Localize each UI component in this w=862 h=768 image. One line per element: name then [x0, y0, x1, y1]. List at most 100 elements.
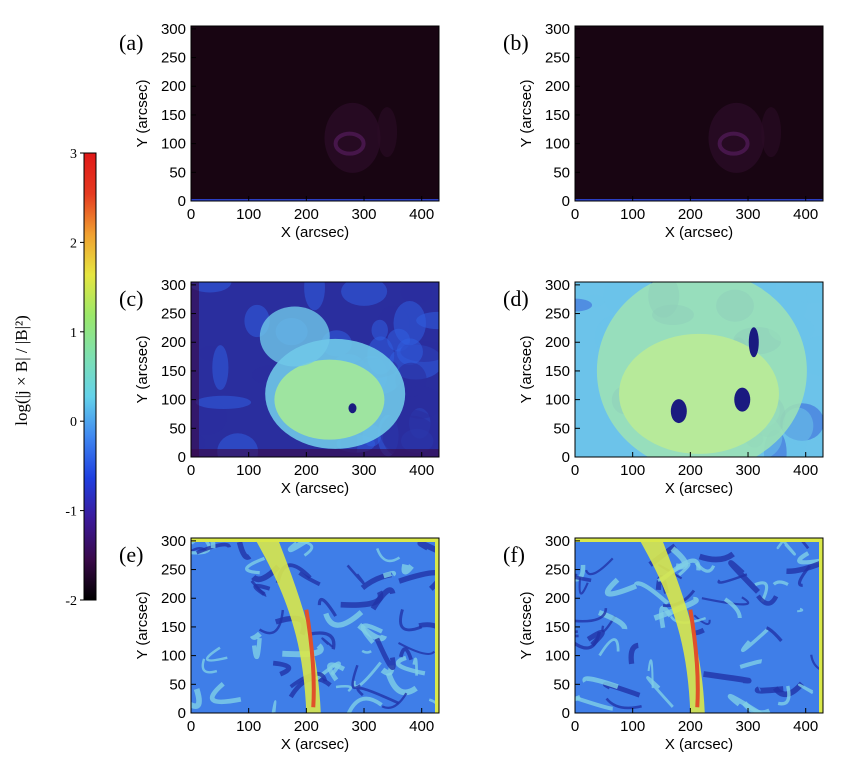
heatmap-image [191, 538, 439, 713]
plot-frame [190, 25, 440, 202]
plot-frame [574, 281, 824, 458]
x-tick-label: 400 [409, 206, 434, 223]
x-tick-label: 200 [294, 718, 319, 735]
plot-frame [574, 25, 824, 202]
x-tick-label: 400 [793, 462, 818, 479]
y-tick-label: 0 [178, 705, 186, 722]
x-tick-label: 200 [678, 462, 703, 479]
y-axis-label: Y (arcsec) [134, 335, 151, 403]
colorbar-title: log(|j × B| / |B|²) [12, 315, 31, 425]
y-tick-label: 100 [161, 392, 186, 409]
y-tick-label: 200 [545, 78, 570, 95]
panel-label: (d) [503, 286, 529, 311]
x-tick-label: 400 [409, 718, 434, 735]
y-tick-label: 50 [553, 676, 570, 693]
x-tick-label: 0 [187, 462, 195, 479]
panel-label: (a) [119, 30, 143, 55]
y-tick-label: 250 [545, 306, 570, 323]
x-tick-label: 100 [620, 206, 645, 223]
heatmap-image [575, 282, 823, 457]
panel-label: (e) [119, 542, 143, 567]
y-tick-label: 200 [545, 334, 570, 351]
y-tick-label: 150 [161, 363, 186, 380]
colorbar: 3 2 1 0 -1 -2 log(|j × B| / |B|²) [12, 147, 97, 609]
colorbar-tick-label: 1 [70, 326, 77, 341]
y-tick-label: 50 [169, 676, 186, 693]
colorbar-gradient [83, 152, 97, 601]
x-axis-label: X (arcsec) [665, 480, 733, 497]
y-tick-label: 300 [545, 21, 570, 38]
colorbar-tick-label: 2 [70, 236, 77, 251]
x-tick-label: 300 [352, 718, 377, 735]
x-tick-label: 200 [294, 462, 319, 479]
y-tick-label: 0 [178, 193, 186, 210]
y-tick-label: 250 [545, 562, 570, 579]
x-tick-label: 0 [571, 718, 579, 735]
y-tick-label: 300 [161, 21, 186, 38]
panel-label: (f) [503, 542, 525, 567]
x-tick-label: 300 [352, 206, 377, 223]
y-tick-label: 200 [161, 78, 186, 95]
x-tick-label: 0 [187, 718, 195, 735]
y-tick-label: 100 [161, 136, 186, 153]
y-tick-label: 250 [545, 50, 570, 67]
heatmap-image [575, 538, 823, 713]
x-axis-label: X (arcsec) [281, 480, 349, 497]
y-tick-label: 250 [161, 50, 186, 67]
y-tick-label: 150 [545, 619, 570, 636]
y-tick-label: 250 [161, 562, 186, 579]
y-tick-label: 50 [169, 420, 186, 437]
y-tick-label: 0 [178, 449, 186, 466]
y-axis-label: Y (arcsec) [134, 79, 151, 147]
x-axis-label: X (arcsec) [281, 736, 349, 753]
x-tick-label: 100 [620, 462, 645, 479]
heatmap-image [191, 282, 439, 457]
x-tick-label: 400 [793, 206, 818, 223]
x-tick-label: 100 [236, 718, 261, 735]
plot-frame [190, 537, 440, 714]
y-tick-label: 0 [562, 705, 570, 722]
colorbar-tick-label: 3 [70, 147, 77, 162]
y-tick-label: 300 [545, 277, 570, 294]
x-axis-label: X (arcsec) [665, 224, 733, 241]
y-tick-label: 0 [562, 193, 570, 210]
heatmap-image [575, 26, 823, 201]
x-tick-label: 400 [409, 462, 434, 479]
y-axis-label: Y (arcsec) [134, 591, 151, 659]
x-tick-label: 0 [571, 206, 579, 223]
heatmap-image [191, 26, 439, 201]
x-tick-label: 200 [678, 206, 703, 223]
y-tick-label: 200 [161, 590, 186, 607]
y-tick-label: 200 [161, 334, 186, 351]
x-tick-label: 300 [736, 462, 761, 479]
x-tick-label: 400 [793, 718, 818, 735]
y-tick-label: 100 [545, 392, 570, 409]
y-tick-label: 50 [553, 420, 570, 437]
x-tick-label: 300 [736, 206, 761, 223]
x-axis-label: X (arcsec) [665, 736, 733, 753]
y-tick-label: 300 [161, 277, 186, 294]
x-tick-label: 100 [236, 206, 261, 223]
x-tick-label: 100 [236, 462, 261, 479]
y-tick-label: 150 [545, 107, 570, 124]
y-tick-label: 150 [545, 363, 570, 380]
y-axis-label: Y (arcsec) [518, 591, 535, 659]
y-tick-label: 100 [545, 648, 570, 665]
colorbar-tick-label: -2 [65, 594, 77, 609]
plot-frame [574, 537, 824, 714]
x-tick-label: 300 [736, 718, 761, 735]
y-tick-label: 200 [545, 590, 570, 607]
colorbar-tick-label: -1 [65, 505, 77, 520]
y-tick-label: 300 [161, 533, 186, 550]
y-tick-label: 100 [545, 136, 570, 153]
y-tick-label: 50 [169, 164, 186, 181]
x-tick-label: 100 [620, 718, 645, 735]
y-axis-label: Y (arcsec) [518, 335, 535, 403]
y-tick-label: 250 [161, 306, 186, 323]
y-axis-label: Y (arcsec) [518, 79, 535, 147]
